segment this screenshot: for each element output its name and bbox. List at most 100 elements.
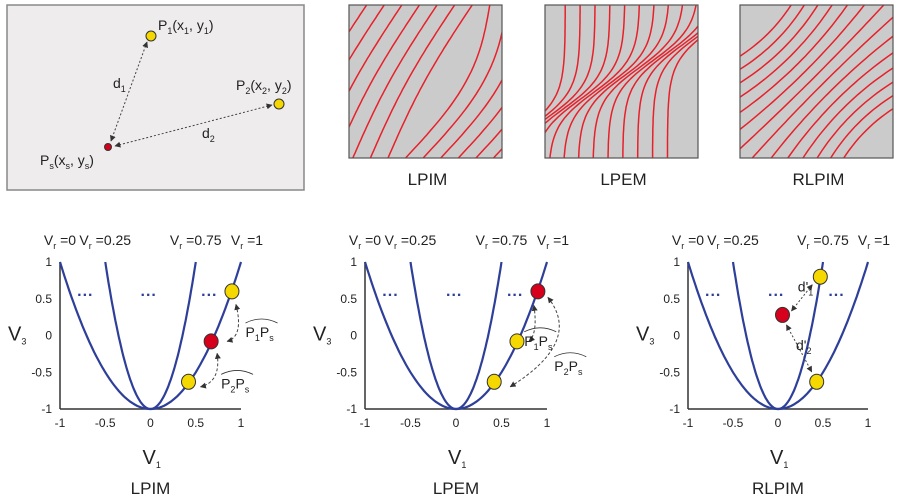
- contour-line: [549, 5, 641, 158]
- x-tick-label: 0.5: [493, 416, 510, 430]
- ellipsis: ...: [201, 283, 217, 300]
- y-tick-label: -0.5: [31, 365, 52, 379]
- contour-frame: [544, 4, 699, 159]
- contour-panel-rlpim: RLPIM: [739, 4, 894, 189]
- contour-line: [545, 5, 611, 125]
- arc-distance-label: P2Ps: [221, 375, 250, 394]
- plot-title: LPEM: [433, 479, 479, 498]
- x-tick-label: 0: [453, 416, 460, 430]
- p1-point: [812, 268, 828, 285]
- contour-line: [740, 5, 819, 84]
- contour-lines: [545, 5, 698, 158]
- arc-symbol: [554, 352, 587, 358]
- contour-line: [751, 16, 893, 158]
- p2-point: [181, 373, 197, 390]
- distance-arrow: [791, 284, 813, 312]
- vr-label: Vr =0.25: [707, 232, 759, 251]
- contour-frame: [348, 4, 503, 159]
- contour-line: [740, 5, 793, 58]
- y-tick-label: 0: [350, 329, 357, 343]
- x-tick-label: 0.5: [187, 416, 204, 430]
- y-tick-label: 1: [45, 255, 52, 269]
- x-axis-label: V1: [143, 447, 161, 470]
- contour-panel-lpem: LPEM: [544, 4, 699, 189]
- ellipsis: ...: [382, 283, 398, 300]
- distance-arrow: [786, 324, 813, 373]
- y-tick-label: 0.5: [340, 292, 357, 306]
- y-tick-label: -1: [346, 402, 357, 416]
- ellipsis: ...: [77, 283, 93, 300]
- contour-line: [829, 94, 893, 158]
- contour-line: [369, 5, 456, 158]
- x-axis-label: V1: [448, 447, 466, 470]
- y-axis-label: V3: [636, 324, 654, 347]
- contour-line: [842, 107, 893, 158]
- contour-line: [786, 51, 893, 158]
- y-tick-label: -1: [669, 402, 680, 416]
- contour-line: [740, 5, 866, 131]
- contour-line: [457, 106, 502, 158]
- contour-line: [545, 5, 581, 118]
- contour-lines: [349, 5, 502, 158]
- contour-line: [352, 5, 438, 158]
- distance-label: d'1: [798, 278, 813, 297]
- ellipsis: ...: [141, 283, 157, 300]
- y-tick-label: 1: [350, 255, 357, 269]
- contour-background: [740, 5, 893, 158]
- x-tick-label: -0.5: [723, 416, 744, 430]
- arc-symbol: [245, 318, 278, 324]
- contour-line: [740, 5, 806, 71]
- contour-line: [592, 5, 684, 158]
- contour-lines: [740, 5, 893, 158]
- y-tick-label: 0: [673, 329, 680, 343]
- p2-point: [809, 373, 825, 390]
- vr-label: Vr =0.75: [797, 232, 849, 251]
- contour-line: [349, 5, 385, 62]
- y-tick-label: 0: [45, 329, 52, 343]
- distance-arrow: [509, 296, 560, 388]
- ps-point: [775, 306, 790, 323]
- contour-line: [422, 29, 502, 158]
- x-tick-label: 1: [238, 416, 245, 430]
- d1-arrow: [110, 41, 148, 142]
- contour-frame: [739, 4, 894, 159]
- contour-line: [349, 5, 421, 129]
- contour-line: [349, 5, 368, 34]
- y-tick-label: 0.5: [35, 292, 52, 306]
- y-tick-label: 0.5: [663, 292, 680, 306]
- ellipsis: ...: [446, 283, 462, 300]
- x-tick-label: -1: [360, 416, 371, 430]
- contour-line: [607, 5, 697, 158]
- contour-background: [349, 5, 502, 158]
- y-tick-label: -1: [41, 402, 52, 416]
- x-tick-label: 0: [147, 416, 154, 430]
- arc-symbol: [524, 327, 557, 333]
- ellipsis: ...: [507, 283, 523, 300]
- contour-panel-title: LPIM: [408, 170, 448, 189]
- vr-label: Vr =0.75: [476, 232, 528, 251]
- ellipsis: ...: [828, 283, 844, 300]
- plot-title: RLPIM: [752, 479, 804, 498]
- p1-point: [145, 30, 157, 42]
- distance-label: d'2: [796, 337, 811, 356]
- x-tick-label: -1: [683, 416, 694, 430]
- contour-line: [816, 81, 893, 158]
- vr-label: Vr =0.25: [385, 232, 437, 251]
- y-tick-label: -0.5: [659, 365, 680, 379]
- contour-panel-title: LPEM: [600, 170, 646, 189]
- ps-label: Ps(xs, ys): [40, 152, 94, 171]
- arc-distance-label: P1Ps: [246, 324, 275, 343]
- p1-point: [224, 283, 240, 300]
- d2-arrow: [114, 103, 273, 148]
- contour-line: [387, 5, 473, 158]
- contour-line: [545, 5, 596, 121]
- distance-arrow: [199, 352, 221, 389]
- ellipsis: ...: [768, 283, 784, 300]
- vr-curve: [104, 261, 197, 411]
- vr-label: Vr =0.75: [170, 232, 222, 251]
- vr-curve: [409, 261, 503, 411]
- p1-label: P1(x1, y1): [158, 17, 214, 36]
- x-tick-label: -0.5: [95, 416, 116, 430]
